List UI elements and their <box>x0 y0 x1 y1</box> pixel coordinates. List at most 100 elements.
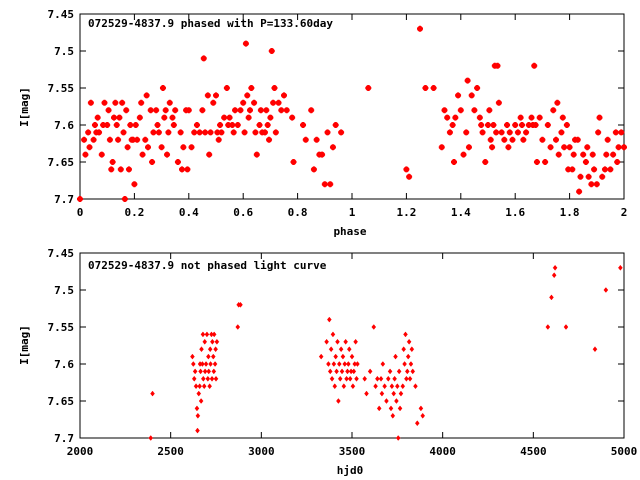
data-point <box>218 129 225 136</box>
data-point <box>559 114 566 121</box>
y-tick-label: 7.7 <box>54 193 74 206</box>
data-point <box>603 287 609 293</box>
data-point <box>555 151 562 158</box>
data-point <box>340 353 346 360</box>
data-point <box>395 383 400 390</box>
data-point <box>544 122 551 128</box>
data-point <box>420 412 426 419</box>
y-tick-label: 7.55 <box>48 82 75 95</box>
data-point <box>517 114 524 121</box>
data-point <box>406 338 412 345</box>
data-point <box>464 77 471 84</box>
data-point <box>574 136 581 143</box>
data-point <box>595 129 602 136</box>
data-point <box>268 48 275 54</box>
data-point <box>200 55 207 62</box>
data-point <box>138 99 145 106</box>
data-point <box>85 129 92 136</box>
data-point <box>519 122 525 128</box>
data-point <box>329 144 336 151</box>
x-tick-label: 0.2 <box>124 206 144 219</box>
y-axis-label: I[mag] <box>18 325 31 365</box>
data-point <box>159 85 166 91</box>
data-point <box>206 353 211 360</box>
data-point <box>313 136 320 143</box>
data-point <box>592 346 598 353</box>
data-point <box>278 107 285 114</box>
data-point <box>349 353 355 360</box>
y-tick-label: 7.45 <box>48 247 75 260</box>
data-point <box>263 107 270 114</box>
data-point <box>113 122 120 128</box>
data-point <box>213 346 218 353</box>
data-point <box>190 353 195 360</box>
data-point <box>414 420 420 427</box>
data-point <box>376 405 382 412</box>
data-point <box>351 368 357 375</box>
data-point <box>105 107 112 114</box>
data-point <box>214 129 221 136</box>
data-point <box>179 166 185 173</box>
x-axis-label: phase <box>333 225 366 238</box>
data-point <box>618 129 625 136</box>
data-point <box>232 107 239 114</box>
y-tick-label: 7.65 <box>48 156 75 169</box>
data-point <box>211 331 217 338</box>
data-point <box>245 114 252 121</box>
data-point <box>134 136 141 143</box>
data-point <box>455 92 462 99</box>
data-point <box>215 136 222 143</box>
data-point <box>202 338 208 345</box>
data-point <box>143 92 150 99</box>
data-point <box>217 122 224 128</box>
data-point <box>257 107 264 114</box>
data-point <box>404 375 409 382</box>
data-point <box>205 375 211 382</box>
data-point <box>550 107 557 114</box>
data-point <box>248 85 255 91</box>
data-point <box>266 136 273 143</box>
data-point <box>162 107 169 114</box>
data-point <box>208 361 213 367</box>
y-tick-label: 7.65 <box>48 395 75 408</box>
data-point <box>407 375 413 382</box>
data-point <box>100 122 107 128</box>
data-point <box>514 129 521 136</box>
data-point <box>342 361 348 367</box>
data-point <box>528 114 535 121</box>
data-point <box>242 40 249 47</box>
data-point <box>238 301 243 308</box>
data-point <box>82 151 89 158</box>
data-point <box>96 129 103 136</box>
data-point <box>86 144 93 151</box>
data-point <box>127 122 134 128</box>
data-point <box>493 129 500 136</box>
data-point <box>385 375 391 382</box>
data-point <box>327 368 333 375</box>
data-point <box>174 159 181 165</box>
data-point <box>465 144 472 151</box>
data-point <box>603 151 610 158</box>
data-point <box>115 136 122 143</box>
data-point <box>204 331 210 338</box>
data-point <box>501 136 508 143</box>
data-point <box>463 129 470 136</box>
data-point <box>81 136 88 143</box>
x-tick-label: 3500 <box>339 445 366 458</box>
data-point <box>355 361 360 367</box>
data-point <box>121 196 128 202</box>
data-point <box>599 173 606 180</box>
data-point <box>397 405 403 412</box>
data-point <box>375 375 380 382</box>
data-point <box>367 368 373 375</box>
data-point <box>106 136 113 143</box>
data-point <box>585 173 592 180</box>
data-point <box>343 338 348 345</box>
y-tick-label: 7.45 <box>48 8 75 21</box>
data-point <box>337 375 343 382</box>
data-point <box>468 92 475 99</box>
data-point <box>449 122 456 128</box>
data-point <box>566 144 573 151</box>
x-tick-label: 2500 <box>157 445 184 458</box>
data-point <box>394 398 399 404</box>
